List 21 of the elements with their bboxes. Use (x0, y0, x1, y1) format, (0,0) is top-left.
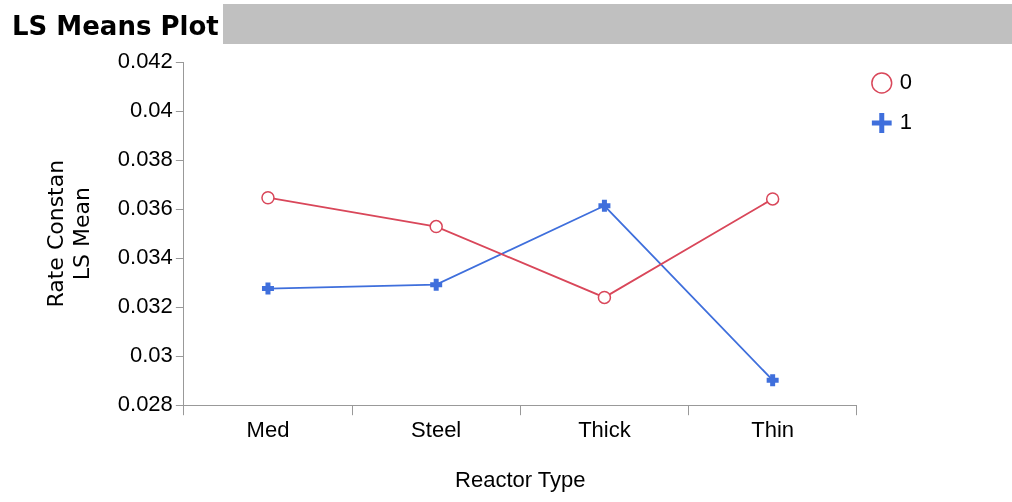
y-tick-label: 0.03 (130, 342, 173, 368)
x-tick-label: Thick (578, 417, 632, 443)
point (597, 290, 612, 305)
point (765, 192, 780, 206)
y-tick-label: 0.04 (130, 97, 173, 123)
y-tick-label: 0.034 (117, 244, 173, 270)
x-axis-title: Reactor Type (455, 466, 586, 492)
y-tick-label: 0.038 (117, 146, 173, 172)
legend-label: 0 (899, 69, 913, 95)
y-tick-label: 0.036 (117, 195, 173, 221)
legend-label: 1 (899, 109, 913, 135)
x-tick-label: Steel (411, 417, 462, 443)
point (261, 190, 275, 205)
y-tick-label: 0.028 (117, 391, 173, 417)
chart-title: LS Means Plot (8, 4, 223, 44)
y-tick-label: 0.032 (117, 293, 173, 319)
y-tick-label: 0.042 (117, 48, 173, 74)
x-tick-label: Med (246, 417, 290, 443)
x-tick-label: Thin (751, 417, 795, 443)
y-axis-title: Rate Constan LS Mean (42, 159, 95, 308)
point (429, 219, 443, 234)
